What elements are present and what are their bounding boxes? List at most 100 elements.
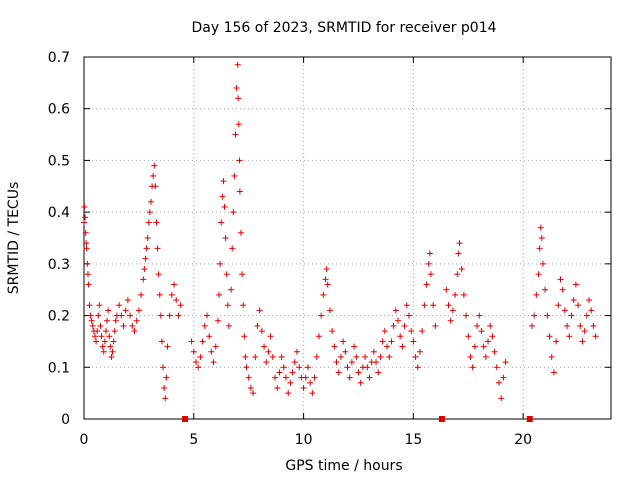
data-point <box>261 343 268 350</box>
data-point <box>225 322 232 329</box>
data-point <box>542 286 549 293</box>
data-point <box>84 260 91 267</box>
data-point <box>300 384 307 391</box>
data-point <box>124 297 131 304</box>
data-point <box>575 302 582 309</box>
y-axis-label: SRMTID / TECUs <box>6 182 22 295</box>
data-point <box>570 297 577 304</box>
data-point <box>423 281 430 288</box>
data-point <box>353 353 360 360</box>
ticks-layer: 0 0.1 0.2 0.3 0.4 0.5 0.6 0.7 0 5 10 15 20 <box>48 50 611 448</box>
data-point <box>164 343 171 350</box>
data-point <box>283 374 290 381</box>
data-point <box>247 384 254 391</box>
data-point <box>498 395 505 402</box>
data-point <box>81 203 88 210</box>
data-point <box>120 322 127 329</box>
data-point <box>116 302 123 309</box>
data-point <box>143 245 150 252</box>
data-point <box>583 312 590 319</box>
data-point <box>111 328 118 335</box>
data-point <box>162 395 169 402</box>
data-point <box>171 281 178 288</box>
data-point <box>392 307 399 314</box>
data-point <box>544 312 551 319</box>
data-point <box>482 353 489 360</box>
plot-frame <box>83 56 612 420</box>
x-tick-label: 20 <box>514 432 532 448</box>
axis-gap-marker <box>438 416 445 422</box>
data-point <box>147 198 154 205</box>
data-point <box>416 348 423 355</box>
data-point <box>97 322 104 329</box>
data-point <box>105 307 112 314</box>
data-point <box>304 364 311 371</box>
data-point <box>463 312 470 319</box>
data-point <box>166 312 173 319</box>
data-point <box>467 353 474 360</box>
data-point <box>242 353 249 360</box>
data-point <box>323 266 330 273</box>
grid-layer <box>84 57 611 419</box>
data-point <box>412 353 419 360</box>
data-point <box>546 333 553 340</box>
data-point <box>397 333 404 340</box>
data-point <box>561 307 568 314</box>
data-point <box>236 188 243 195</box>
data-point <box>452 291 459 298</box>
data-point <box>158 338 165 345</box>
data-point <box>280 364 287 371</box>
data-point <box>217 260 224 267</box>
data-point <box>135 307 142 314</box>
y-tick-label: 0.2 <box>48 309 70 325</box>
data-point <box>110 338 117 345</box>
y-tick-label: 0.7 <box>48 50 70 66</box>
data-point <box>458 266 465 273</box>
data-point <box>410 338 417 345</box>
data-point <box>454 271 461 278</box>
data-point <box>95 312 102 319</box>
data-point <box>357 379 364 386</box>
data-point <box>559 286 566 293</box>
data-point <box>203 312 210 319</box>
data-point <box>538 235 545 241</box>
data-point <box>145 219 152 226</box>
data-point <box>318 312 325 319</box>
data-point <box>362 353 369 360</box>
data-point <box>83 245 90 252</box>
data-point <box>265 348 272 355</box>
data-point <box>425 260 432 267</box>
data-point <box>82 229 89 236</box>
data-point <box>478 328 485 335</box>
data-point <box>195 364 202 371</box>
y-tick-label: 0.5 <box>48 153 70 169</box>
data-point <box>342 348 349 355</box>
data-point <box>177 302 184 309</box>
data-point <box>129 322 136 329</box>
data-point <box>555 302 562 309</box>
data-point <box>373 359 380 366</box>
data-point <box>98 333 105 340</box>
x-axis-label: GPS time / hours <box>285 458 402 474</box>
data-point <box>245 374 252 381</box>
data-point <box>421 302 428 309</box>
data-point <box>384 343 391 350</box>
data-point <box>151 162 158 169</box>
data-point <box>229 245 236 252</box>
data-point <box>250 390 257 397</box>
data-point <box>370 348 377 355</box>
data-point <box>231 172 238 179</box>
data-point <box>287 379 294 386</box>
data-point <box>322 276 329 283</box>
y-tick-label: 0.6 <box>48 102 70 118</box>
data-point <box>535 271 542 278</box>
data-points-layer <box>81 61 599 402</box>
data-point <box>175 312 182 319</box>
data-point <box>197 353 204 360</box>
data-point <box>557 276 564 283</box>
data-point <box>133 317 140 324</box>
data-point <box>408 328 415 335</box>
data-point <box>285 390 292 397</box>
data-point <box>465 333 472 340</box>
